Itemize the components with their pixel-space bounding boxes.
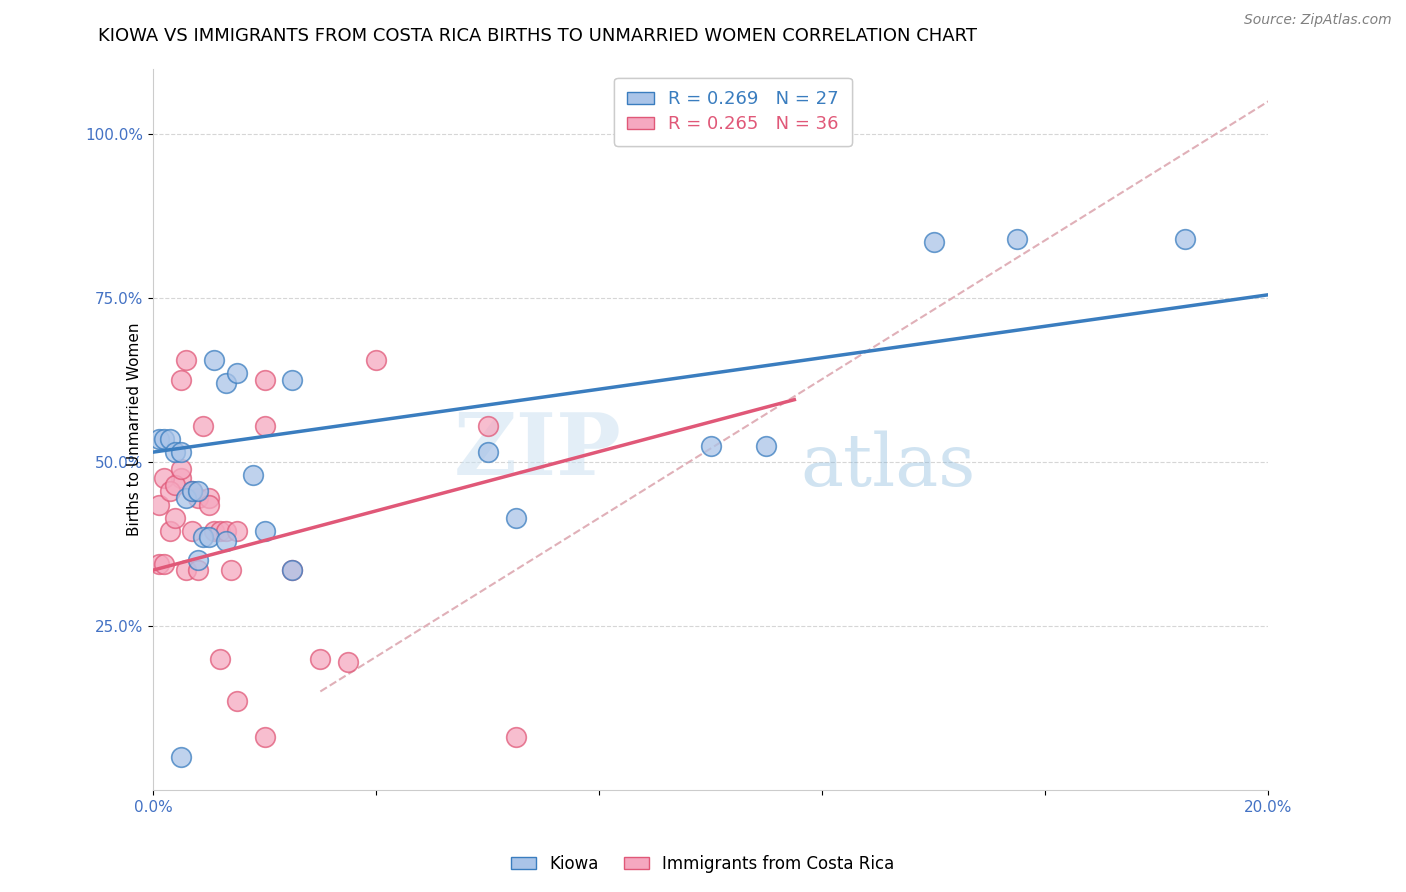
Point xyxy=(197,530,219,544)
Point xyxy=(202,524,225,538)
Point xyxy=(214,533,236,548)
Point xyxy=(477,445,499,459)
Point xyxy=(253,418,276,433)
Text: ZIP: ZIP xyxy=(454,409,621,492)
Point xyxy=(176,563,198,577)
Point xyxy=(170,373,193,387)
Point xyxy=(242,468,264,483)
Point xyxy=(159,432,181,446)
Point xyxy=(197,491,219,505)
Point xyxy=(170,750,193,764)
Point xyxy=(281,563,304,577)
Point xyxy=(225,694,247,708)
Point xyxy=(253,731,276,745)
Point xyxy=(148,557,170,571)
Point xyxy=(505,731,527,745)
Point xyxy=(181,484,204,499)
Point xyxy=(176,491,198,505)
Point xyxy=(187,484,209,499)
Point xyxy=(214,376,236,391)
Point xyxy=(165,510,187,524)
Point xyxy=(187,491,209,505)
Point xyxy=(281,563,304,577)
Point xyxy=(170,445,193,459)
Point xyxy=(187,553,209,567)
Legend: R = 0.269   N = 27, R = 0.265   N = 36: R = 0.269 N = 27, R = 0.265 N = 36 xyxy=(614,78,852,146)
Point xyxy=(170,471,193,485)
Point xyxy=(193,530,215,544)
Point xyxy=(219,563,242,577)
Text: KIOWA VS IMMIGRANTS FROM COSTA RICA BIRTHS TO UNMARRIED WOMEN CORRELATION CHART: KIOWA VS IMMIGRANTS FROM COSTA RICA BIRT… xyxy=(98,27,977,45)
Point xyxy=(181,484,204,499)
Point xyxy=(170,461,193,475)
Legend: Kiowa, Immigrants from Costa Rica: Kiowa, Immigrants from Costa Rica xyxy=(505,848,901,880)
Point xyxy=(364,353,387,368)
Point xyxy=(153,557,176,571)
Point xyxy=(214,524,236,538)
Point xyxy=(197,498,219,512)
Point xyxy=(253,524,276,538)
Point xyxy=(187,563,209,577)
Point xyxy=(337,655,360,669)
Text: Source: ZipAtlas.com: Source: ZipAtlas.com xyxy=(1244,13,1392,28)
Point xyxy=(922,235,945,250)
Point xyxy=(181,524,204,538)
Point xyxy=(165,445,187,459)
Point xyxy=(159,484,181,499)
Point xyxy=(202,353,225,368)
Point xyxy=(193,418,215,433)
Point xyxy=(1007,232,1029,246)
Point xyxy=(699,439,721,453)
Point xyxy=(505,510,527,524)
Text: atlas: atlas xyxy=(800,430,976,500)
Point xyxy=(281,373,304,387)
Point xyxy=(148,498,170,512)
Point xyxy=(208,651,231,665)
Point xyxy=(153,432,176,446)
Point xyxy=(1174,232,1197,246)
Point xyxy=(225,367,247,381)
Point xyxy=(309,651,332,665)
Point xyxy=(755,439,778,453)
Y-axis label: Births to Unmarried Women: Births to Unmarried Women xyxy=(127,322,142,536)
Point xyxy=(208,524,231,538)
Point xyxy=(176,353,198,368)
Point xyxy=(225,524,247,538)
Point xyxy=(165,478,187,492)
Point xyxy=(153,471,176,485)
Point xyxy=(159,524,181,538)
Point xyxy=(148,432,170,446)
Point xyxy=(253,373,276,387)
Point xyxy=(477,418,499,433)
